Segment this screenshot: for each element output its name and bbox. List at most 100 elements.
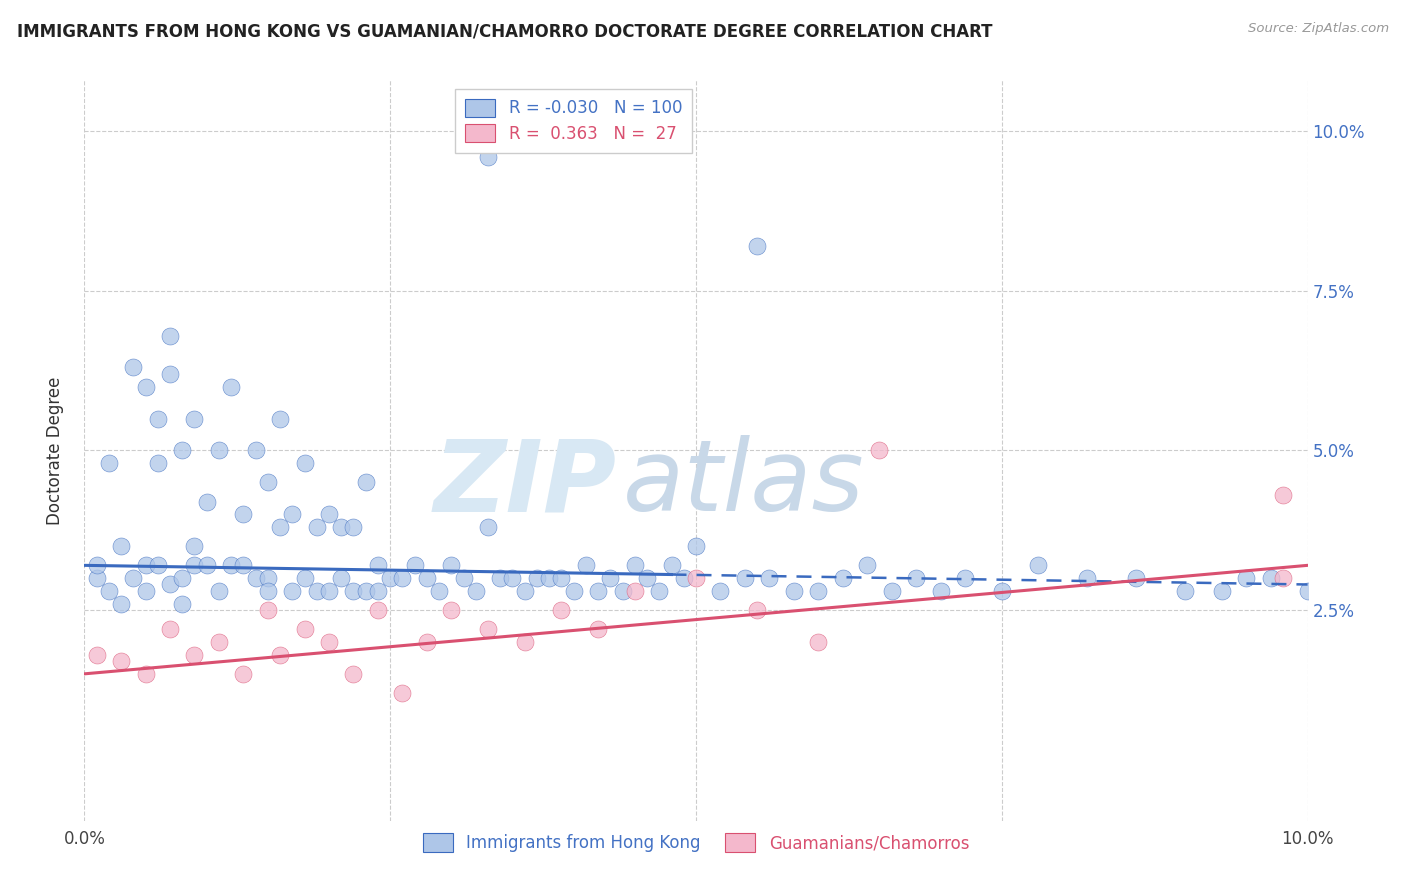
Point bbox=[747, 239, 769, 253]
Point bbox=[232, 666, 254, 681]
Point bbox=[416, 571, 439, 585]
Point bbox=[1211, 583, 1233, 598]
Point bbox=[734, 571, 756, 585]
Point bbox=[183, 558, 205, 573]
Point bbox=[648, 583, 671, 598]
Point bbox=[172, 443, 194, 458]
Point bbox=[991, 583, 1014, 598]
Text: atlas: atlas bbox=[623, 435, 865, 533]
Point bbox=[122, 360, 145, 375]
Point bbox=[538, 571, 561, 585]
Point bbox=[318, 508, 340, 522]
Y-axis label: Doctorate Degree: Doctorate Degree bbox=[45, 376, 63, 524]
Point bbox=[208, 443, 231, 458]
Point bbox=[135, 666, 157, 681]
Point bbox=[502, 571, 524, 585]
Point bbox=[550, 603, 572, 617]
Point bbox=[513, 635, 536, 649]
Point bbox=[758, 571, 780, 585]
Point bbox=[159, 367, 181, 381]
Point bbox=[232, 508, 254, 522]
Point bbox=[183, 539, 205, 553]
Point bbox=[380, 571, 402, 585]
Point bbox=[245, 443, 267, 458]
Point bbox=[269, 648, 291, 662]
Point bbox=[159, 577, 181, 591]
Point bbox=[575, 558, 598, 573]
Point bbox=[709, 583, 731, 598]
Point bbox=[831, 571, 853, 585]
Point bbox=[146, 558, 169, 573]
Point bbox=[1272, 488, 1295, 502]
Point bbox=[232, 558, 254, 573]
Point bbox=[318, 635, 340, 649]
Point bbox=[257, 583, 280, 598]
Point bbox=[354, 583, 377, 598]
Point bbox=[257, 571, 280, 585]
Point bbox=[342, 666, 364, 681]
Point bbox=[685, 539, 707, 553]
Point bbox=[953, 571, 976, 585]
Point bbox=[1174, 583, 1197, 598]
Point bbox=[294, 622, 316, 636]
Point bbox=[86, 558, 108, 573]
Point bbox=[172, 597, 194, 611]
Point bbox=[477, 150, 499, 164]
Point bbox=[294, 571, 316, 585]
Point bbox=[183, 411, 205, 425]
Point bbox=[354, 475, 377, 490]
Point bbox=[624, 583, 647, 598]
Point bbox=[783, 583, 806, 598]
Point bbox=[477, 520, 499, 534]
Point bbox=[586, 583, 609, 598]
Point bbox=[122, 571, 145, 585]
Point bbox=[342, 583, 364, 598]
Point bbox=[391, 686, 413, 700]
Point bbox=[929, 583, 952, 598]
Point bbox=[477, 622, 499, 636]
Point bbox=[612, 583, 634, 598]
Point bbox=[1076, 571, 1098, 585]
Point bbox=[183, 648, 205, 662]
Point bbox=[453, 571, 475, 585]
Point bbox=[330, 571, 353, 585]
Point bbox=[747, 603, 769, 617]
Point bbox=[245, 571, 267, 585]
Point bbox=[550, 571, 572, 585]
Point bbox=[367, 558, 389, 573]
Point bbox=[159, 328, 181, 343]
Point bbox=[586, 622, 609, 636]
Point bbox=[1236, 571, 1258, 585]
Point bbox=[110, 539, 132, 553]
Point bbox=[269, 520, 291, 534]
Point bbox=[624, 558, 647, 573]
Point bbox=[526, 571, 548, 585]
Point bbox=[513, 583, 536, 598]
Legend: Immigrants from Hong Kong, Guamanians/Chamorros: Immigrants from Hong Kong, Guamanians/Ch… bbox=[415, 825, 977, 861]
Point bbox=[440, 558, 463, 573]
Point bbox=[208, 583, 231, 598]
Point bbox=[281, 583, 304, 598]
Point bbox=[367, 583, 389, 598]
Point bbox=[281, 508, 304, 522]
Point bbox=[97, 583, 120, 598]
Point bbox=[159, 622, 181, 636]
Point bbox=[294, 456, 316, 470]
Point bbox=[636, 571, 658, 585]
Point bbox=[97, 456, 120, 470]
Point bbox=[427, 583, 450, 598]
Point bbox=[856, 558, 879, 573]
Point bbox=[489, 571, 512, 585]
Point bbox=[195, 494, 218, 508]
Point bbox=[807, 635, 830, 649]
Point bbox=[135, 583, 157, 598]
Point bbox=[1028, 558, 1050, 573]
Point bbox=[367, 603, 389, 617]
Point bbox=[342, 520, 364, 534]
Point bbox=[1272, 571, 1295, 585]
Point bbox=[305, 583, 328, 598]
Point bbox=[880, 583, 903, 598]
Point bbox=[257, 603, 280, 617]
Point bbox=[1125, 571, 1147, 585]
Point bbox=[110, 597, 132, 611]
